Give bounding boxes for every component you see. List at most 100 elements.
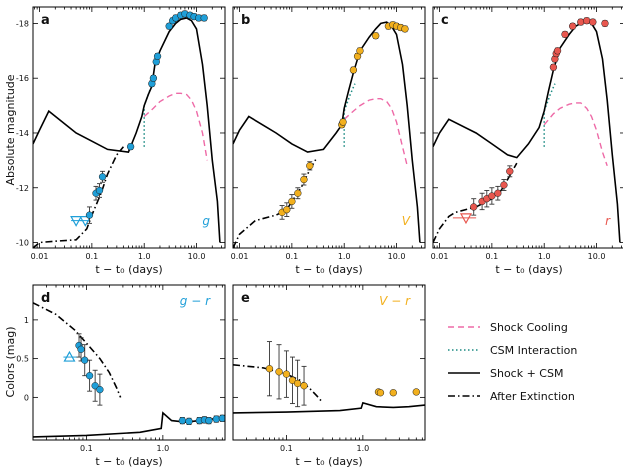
y-tick-label: 0 <box>24 393 29 402</box>
y-tick-label: -16 <box>16 74 29 83</box>
x-tick-label: 0.1 <box>80 444 93 453</box>
x-tick-label: 0.01 <box>231 252 249 261</box>
data-point <box>149 74 158 82</box>
panel-b: 0.01 0.1 1.0 10.0 b Vt − t₀ (days) <box>231 6 426 276</box>
data-point <box>339 118 347 126</box>
data-point <box>85 211 94 219</box>
x-tick-label: 0.01 <box>431 252 449 261</box>
plot-area-e <box>233 341 425 414</box>
series-after-extinction-line-a <box>33 146 125 248</box>
legend-label-csm-interaction: CSM Interaction <box>490 344 577 357</box>
upper-limit-marker <box>459 213 472 225</box>
data-point <box>185 417 193 426</box>
panel-letter-e: e <box>241 291 250 306</box>
series-shock-csm-line-d <box>33 411 225 438</box>
panel-e: 0.1 1.0 e V − r t − t₀ (days) <box>232 284 426 467</box>
xlabel-e: t − t₀ (days) <box>295 455 362 467</box>
y-tick-label: 1 <box>24 316 29 325</box>
series-after-extinction-line-b <box>233 157 318 248</box>
legend-label-after-extinction: After Extinction <box>490 390 575 403</box>
panel-d: 0.1 1.0 0 0.5 1 d g − r t − t₀ (days) <box>16 284 226 467</box>
data-point <box>589 18 597 26</box>
panel-letter-a: a <box>41 13 50 28</box>
series-csm-interaction-line-a <box>143 80 156 147</box>
series-csm-interaction-line-b <box>343 83 356 147</box>
axes-frame-c <box>432 6 623 249</box>
x-tick-label: 10.0 <box>188 252 206 261</box>
data-point <box>300 175 308 184</box>
upper-limit-marker <box>79 216 92 227</box>
data-point <box>494 189 502 197</box>
data-point <box>372 32 380 40</box>
data-point <box>265 365 274 373</box>
data-point <box>500 181 508 189</box>
data-point <box>569 22 577 30</box>
data-point <box>349 66 358 74</box>
x-tick-label: 1.0 <box>538 252 551 261</box>
data-point <box>376 389 385 397</box>
data-point <box>412 388 420 396</box>
x-tick-label: 0.1 <box>486 252 499 261</box>
series-shock-csm-line-b <box>233 21 421 243</box>
y-tick-label: -18 <box>16 19 29 28</box>
data-point <box>549 63 558 71</box>
plot-area-c <box>433 17 621 243</box>
data-point <box>218 414 225 422</box>
y-tick-label: 0.5 <box>16 355 29 364</box>
data-point <box>165 22 173 30</box>
plot-area-d <box>33 302 225 438</box>
data-point <box>288 197 296 206</box>
data-point <box>601 19 609 28</box>
data-point <box>98 173 107 181</box>
series-shock-cooling-line-c <box>543 102 608 167</box>
data-point <box>91 382 99 390</box>
data-point <box>282 370 291 378</box>
x-tick-label: 1.0 <box>356 444 369 453</box>
data-point <box>178 416 187 425</box>
xlabel-c: t − t₀ (days) <box>495 263 562 276</box>
data-point <box>293 379 302 388</box>
y-tick-label: -12 <box>16 184 29 193</box>
axes-frame-b <box>232 6 426 249</box>
panel-letter-d: d <box>41 291 50 306</box>
series-shock-cooling-line-b <box>343 98 408 166</box>
data-point <box>283 206 291 214</box>
axes-frame-a <box>32 6 226 249</box>
x-tick-label: 10.0 <box>588 252 606 261</box>
legend-label-shock-cooling: Shock Cooling <box>490 321 568 334</box>
data-point <box>200 14 208 22</box>
data-point <box>95 186 104 195</box>
data-point <box>306 162 314 170</box>
ylabel-bottom: Colors (mag) <box>4 327 17 398</box>
data-point <box>389 389 397 397</box>
data-point <box>470 203 478 211</box>
xlabel-a: t − t₀ (days) <box>95 263 162 276</box>
series-shock-csm-line-a <box>33 17 221 243</box>
series-after-extinction-line-c <box>433 162 518 243</box>
data-point <box>77 345 85 353</box>
upper-limit-marker <box>70 216 83 227</box>
x-tick-label: 0.1 <box>286 252 299 261</box>
band-label-d: g − r <box>180 294 211 308</box>
axes-frame-d <box>32 284 226 441</box>
band-label-c: r <box>605 214 611 228</box>
x-tick-label: 0.1 <box>86 252 99 261</box>
band-label-b: V <box>402 214 411 228</box>
data-point <box>561 30 569 39</box>
data-point <box>96 385 104 394</box>
upper-limit-marker <box>63 350 76 362</box>
series-shock-cooling-line-a <box>143 92 208 161</box>
data-point <box>85 372 94 380</box>
y-tick-label: -10 <box>16 239 29 248</box>
x-tick-label: 0.1 <box>280 444 293 453</box>
data-point <box>300 382 308 390</box>
series-shock-csm-line-e <box>233 401 425 414</box>
data-point <box>126 143 135 151</box>
legend-label-shock-csm: Shock + CSM <box>490 367 563 380</box>
panel-letter-b: b <box>241 13 250 28</box>
x-tick-label: 10.0 <box>388 252 406 261</box>
band-label-a: g <box>202 214 210 228</box>
data-point <box>506 167 514 175</box>
series-after-extinction-line-d <box>33 302 122 398</box>
series-csm-interaction-line-c <box>543 83 556 147</box>
